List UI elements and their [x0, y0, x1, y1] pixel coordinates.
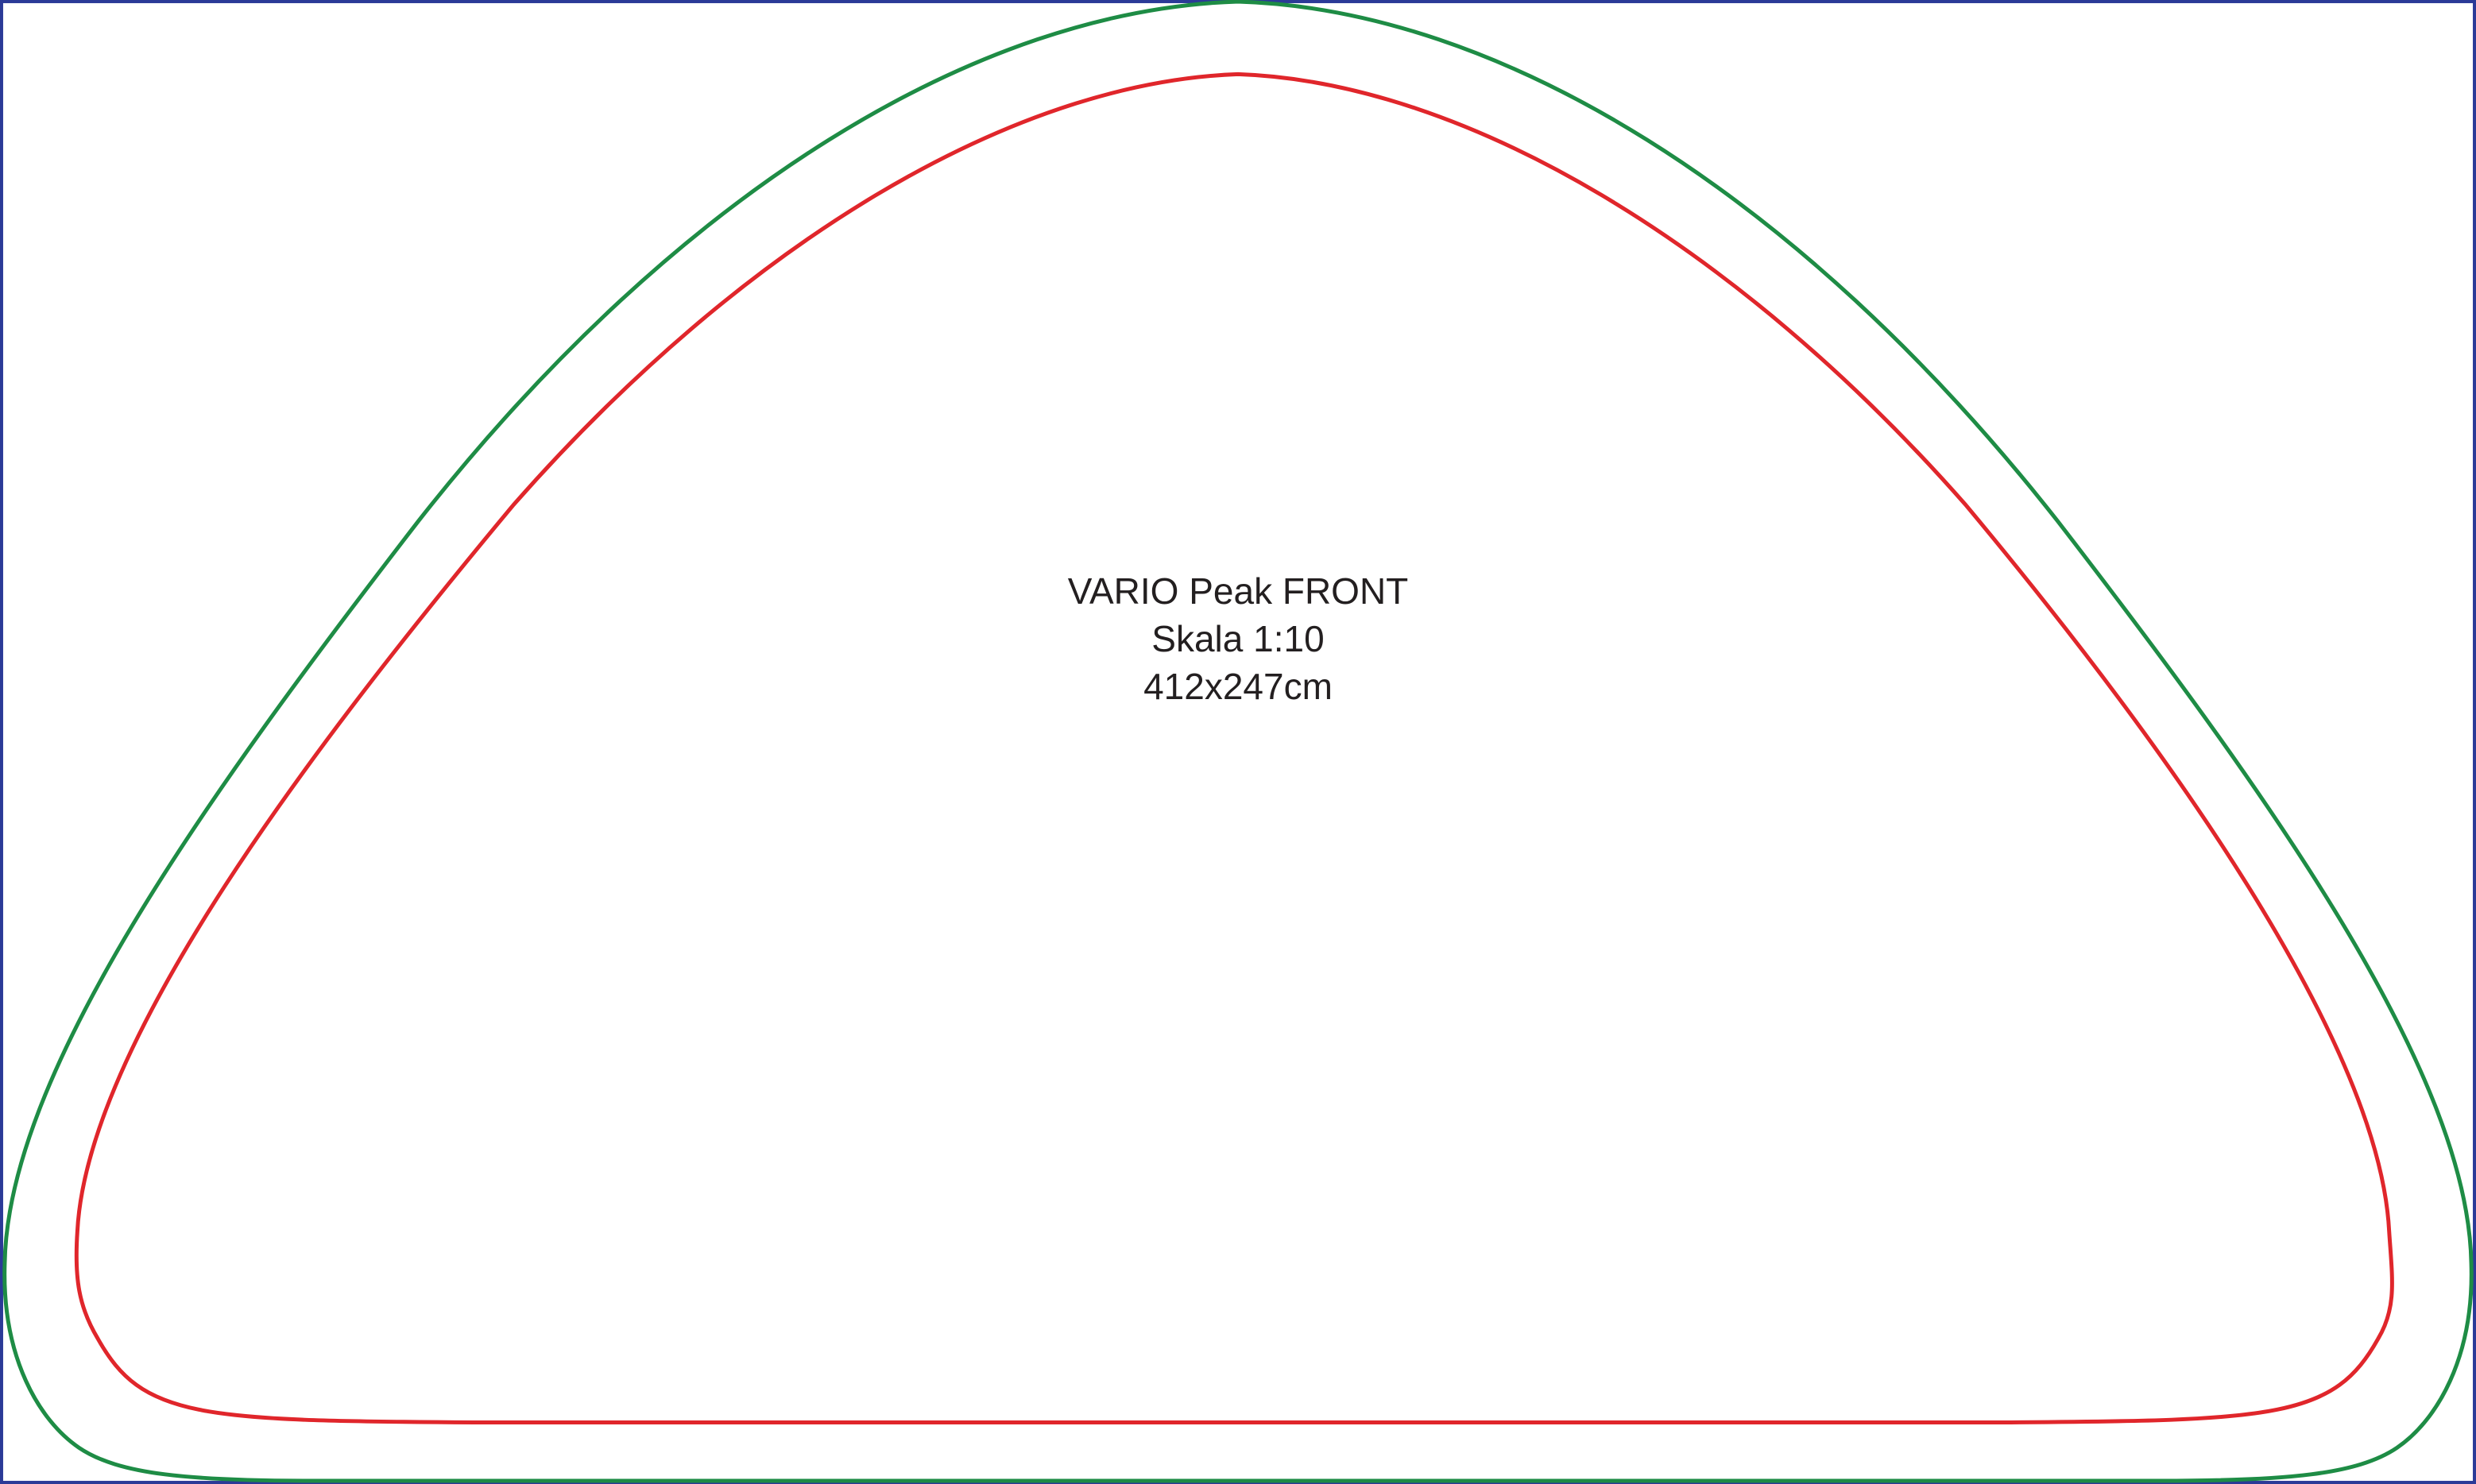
dimensions-text: 412x247cm — [1143, 666, 1333, 707]
title-text: VARIO Peak FRONT — [1067, 570, 1409, 612]
drawing-label: VARIO Peak FRONT Skala 1:10 412x247cm — [841, 567, 1635, 710]
scale-text: Skala 1:10 — [1151, 618, 1325, 659]
inner-outline — [74, 71, 2394, 1424]
